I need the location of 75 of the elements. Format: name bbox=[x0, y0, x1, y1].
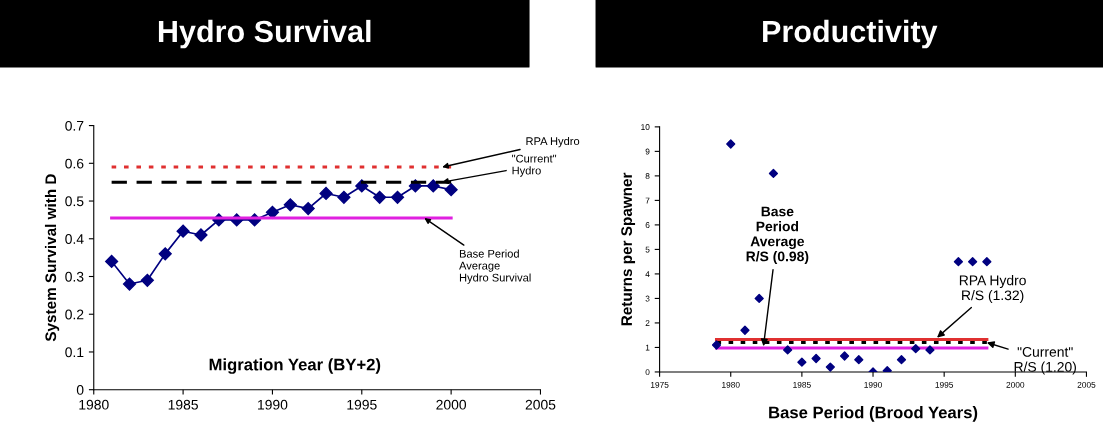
point bbox=[319, 186, 333, 201]
point bbox=[854, 355, 864, 365]
annotation: Base Period Average R/S (0.98) bbox=[746, 206, 809, 265]
x-tick-label: 1995 bbox=[935, 381, 954, 388]
point bbox=[982, 257, 992, 267]
point bbox=[740, 325, 750, 335]
point bbox=[444, 183, 458, 197]
point bbox=[925, 345, 935, 355]
x-tick-label: 1990 bbox=[864, 381, 882, 388]
x-tick-label: 2005 bbox=[525, 399, 556, 410]
point bbox=[105, 254, 119, 268]
point bbox=[373, 190, 387, 204]
y-tick-label: 7 bbox=[645, 197, 650, 204]
point bbox=[194, 228, 208, 242]
point bbox=[283, 198, 297, 212]
y-tick-label: 0.4 bbox=[65, 234, 84, 244]
point bbox=[337, 190, 351, 204]
chart-title: Productivity bbox=[763, 19, 938, 49]
point bbox=[911, 344, 921, 354]
x-tick-label: 1995 bbox=[347, 399, 377, 410]
annotation: "Current" R/S (1.20) bbox=[1014, 347, 1076, 375]
y-tick-label: 0.5 bbox=[65, 196, 84, 207]
point bbox=[140, 273, 154, 287]
y-tick-label: 4 bbox=[645, 271, 650, 277]
point bbox=[754, 293, 764, 304]
y-tick-label: 0.7 bbox=[65, 120, 84, 131]
point bbox=[711, 340, 722, 350]
y-tick-label: 0.3 bbox=[65, 271, 84, 282]
x-tick-label: 1985 bbox=[793, 381, 811, 388]
y-axis-title: Returns per Spawner bbox=[621, 172, 636, 326]
point bbox=[768, 168, 779, 179]
annotation: "Current" Hydro bbox=[512, 154, 557, 177]
point bbox=[426, 179, 440, 193]
x-axis-title: Migration Year (BY+2) bbox=[209, 358, 381, 374]
point bbox=[783, 345, 793, 355]
y-tick-label: 8 bbox=[645, 173, 650, 179]
y-tick-label: 0.1 bbox=[65, 347, 84, 358]
point bbox=[811, 353, 821, 364]
x-tick-label: 1985 bbox=[168, 399, 198, 410]
x-tick-label: 1980 bbox=[722, 381, 740, 388]
annotation: RPA Hydro R/S (1.32) bbox=[959, 275, 1026, 303]
y-tick-label: 3 bbox=[645, 295, 650, 302]
x-tick-label: 1975 bbox=[650, 381, 669, 388]
point bbox=[825, 362, 835, 372]
y-tick-label: 0.6 bbox=[65, 158, 84, 169]
annotation: Base Period Average Hydro Survival bbox=[459, 249, 531, 284]
x-tick-label: 2005 bbox=[1077, 381, 1096, 388]
annotation: RPA Hydro bbox=[526, 136, 580, 148]
x-tick-label: 1990 bbox=[258, 399, 288, 410]
y-tick-label: 6 bbox=[645, 222, 650, 228]
point bbox=[968, 257, 978, 267]
point bbox=[896, 355, 907, 365]
y-tick-label: 0.2 bbox=[65, 309, 84, 320]
point bbox=[839, 351, 850, 361]
point bbox=[158, 247, 172, 261]
x-tick-label: 1980 bbox=[79, 399, 109, 410]
x-axis-title: Base Period (Brood Years) bbox=[769, 406, 978, 422]
x-tick-label: 2000 bbox=[1006, 381, 1025, 388]
y-tick-label: 10 bbox=[641, 124, 650, 130]
y-tick-label: 0 bbox=[645, 369, 650, 376]
point bbox=[797, 357, 807, 367]
x-tick-label: 2000 bbox=[436, 399, 467, 410]
y-axis-title: System Survival with D bbox=[44, 174, 60, 342]
y-tick-label: 0 bbox=[76, 385, 84, 395]
y-tick-label: 5 bbox=[645, 246, 650, 253]
point bbox=[953, 257, 964, 267]
point bbox=[301, 201, 315, 216]
point bbox=[390, 190, 405, 204]
y-tick-label: 1 bbox=[645, 344, 650, 351]
y-tick-label: 2 bbox=[645, 320, 650, 326]
point bbox=[122, 277, 137, 291]
y-tick-label: 9 bbox=[645, 148, 650, 155]
point bbox=[726, 139, 736, 149]
point bbox=[176, 224, 190, 238]
chart-title: Hydro Survival bbox=[158, 19, 371, 49]
